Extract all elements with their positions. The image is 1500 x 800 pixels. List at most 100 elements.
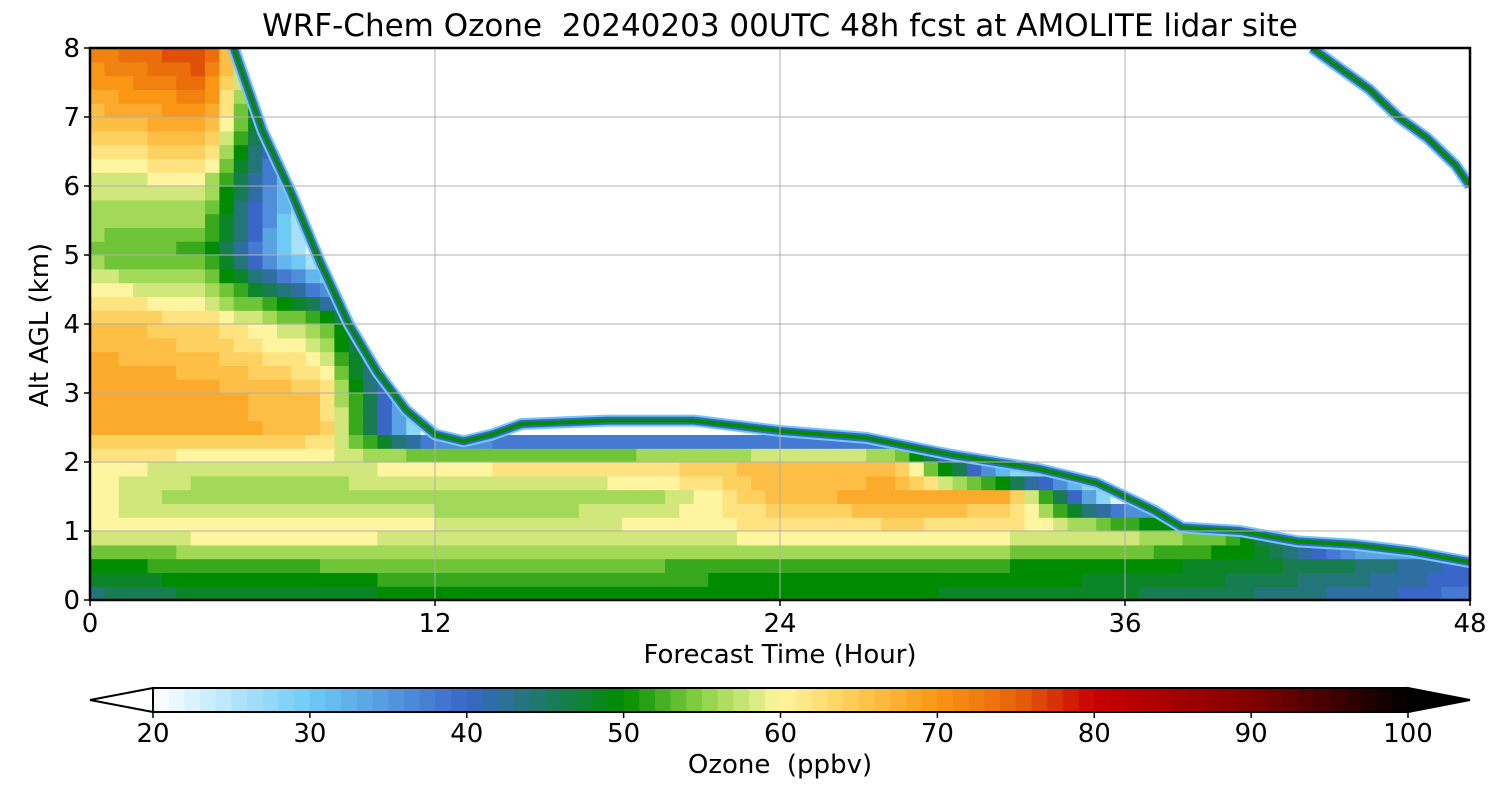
field-cell xyxy=(420,475,436,491)
field-cell xyxy=(233,186,249,201)
field-cell xyxy=(808,572,824,587)
field-cell xyxy=(147,199,163,215)
field-cell xyxy=(449,489,465,504)
field-cell xyxy=(693,462,709,477)
field-cell xyxy=(895,586,910,600)
field-cell xyxy=(205,365,220,380)
field-cell xyxy=(90,255,105,270)
field-cell xyxy=(492,586,508,600)
field-cell xyxy=(391,489,407,504)
field-cell xyxy=(118,324,134,339)
field-cell xyxy=(219,462,235,477)
field-cell xyxy=(233,144,249,159)
field-cell xyxy=(291,489,307,504)
field-cell xyxy=(1010,586,1025,600)
field-cell xyxy=(205,531,220,546)
field-cell xyxy=(564,558,580,573)
field-cell xyxy=(780,558,795,573)
field-cell xyxy=(506,475,522,491)
field-cell xyxy=(205,351,220,366)
field-cell xyxy=(909,475,925,491)
colorbar-tick-label: 100 xyxy=(1383,719,1433,749)
field-cell xyxy=(219,572,235,587)
field-cell xyxy=(147,544,163,560)
colorbar-segment xyxy=(1313,688,1331,712)
field-cell xyxy=(133,213,149,228)
field-cell xyxy=(176,572,192,587)
field-cell xyxy=(161,379,177,394)
field-cell xyxy=(722,531,738,546)
field-cell xyxy=(161,61,177,77)
field-cell xyxy=(751,503,767,518)
field-cell xyxy=(104,186,120,201)
field-cell xyxy=(377,586,393,600)
field-cell xyxy=(118,89,134,104)
field-cell xyxy=(478,572,494,587)
field-cell xyxy=(118,186,134,201)
field-cell xyxy=(1383,586,1399,600)
field-cell xyxy=(808,544,824,560)
field-cell xyxy=(363,572,379,587)
x-axis-ticks: 0 12 24 36 48 xyxy=(82,600,1487,639)
field-cell xyxy=(1067,544,1083,560)
field-cell xyxy=(190,144,206,159)
field-cell xyxy=(1398,558,1414,573)
field-cell xyxy=(665,531,680,546)
field-cell xyxy=(866,558,882,573)
colorbar-segment xyxy=(1282,688,1299,712)
field-cell xyxy=(435,503,450,518)
field-cell xyxy=(291,462,307,477)
field-cell xyxy=(334,503,350,518)
field-cell xyxy=(262,558,278,573)
field-cell xyxy=(880,544,896,560)
field-cell xyxy=(118,310,134,325)
field-cell xyxy=(262,448,278,463)
field-cell xyxy=(348,489,364,504)
field-cell xyxy=(1067,531,1083,546)
field-cell xyxy=(521,475,537,491)
field-cell xyxy=(320,558,335,573)
field-cell xyxy=(334,379,350,394)
field-cell xyxy=(478,517,494,532)
field-cell xyxy=(334,572,350,587)
field-cell xyxy=(219,503,235,518)
field-cell xyxy=(1110,586,1126,600)
field-cell xyxy=(363,448,379,463)
field-cell xyxy=(248,296,264,311)
field-cell xyxy=(262,420,278,435)
field-cell xyxy=(133,282,149,297)
field-cell xyxy=(363,544,379,560)
field-cell xyxy=(722,558,738,573)
field-cell xyxy=(535,503,551,518)
field-cell xyxy=(147,241,163,256)
field-cell xyxy=(104,434,120,449)
field-cell xyxy=(607,448,623,463)
field-cell xyxy=(1240,558,1255,573)
field-cell xyxy=(607,434,623,449)
field-cell xyxy=(348,365,364,380)
field-cell xyxy=(1038,503,1054,518)
field-cell xyxy=(593,517,609,532)
field-cell xyxy=(564,544,580,560)
field-cell xyxy=(1125,558,1140,573)
field-cell xyxy=(621,544,637,560)
field-cell xyxy=(981,489,997,504)
field-cell xyxy=(133,558,149,573)
field-cell xyxy=(305,365,321,380)
field-cell xyxy=(1211,544,1227,560)
field-cell xyxy=(593,489,609,504)
field-cell xyxy=(291,544,307,560)
field-cell xyxy=(133,103,149,118)
field-cell xyxy=(276,489,292,504)
y-tick-label: 6 xyxy=(63,172,80,202)
field-cell xyxy=(233,103,249,118)
field-cell xyxy=(90,227,105,242)
field-cell xyxy=(1268,558,1284,573)
field-cell xyxy=(348,503,364,518)
field-cell xyxy=(90,489,105,504)
field-cell xyxy=(334,434,350,449)
field-cell xyxy=(176,434,192,449)
colorbar-tick-label: 20 xyxy=(136,719,169,749)
field-cell xyxy=(147,586,163,600)
field-cell xyxy=(938,517,954,532)
